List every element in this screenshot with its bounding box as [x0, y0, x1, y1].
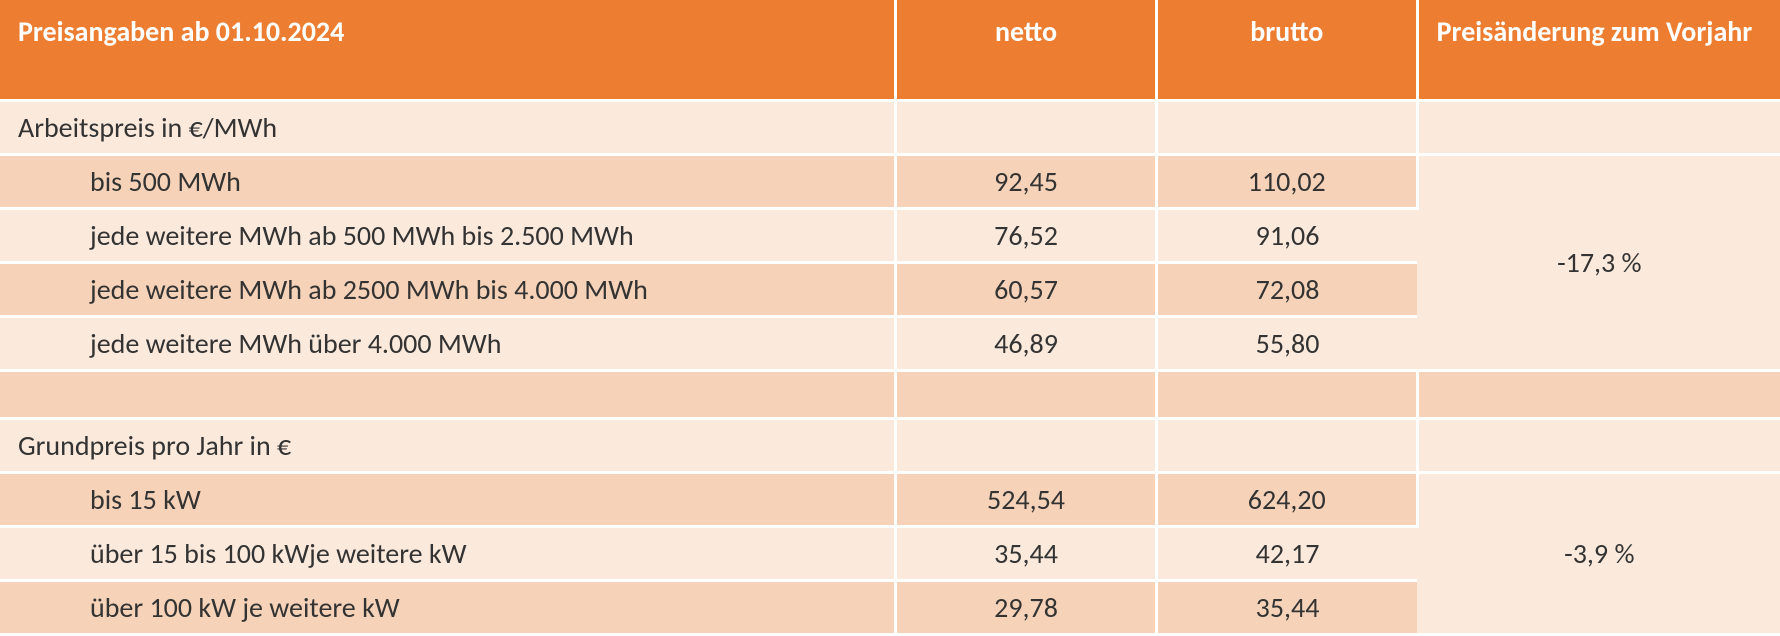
empty-cell — [896, 100, 1157, 154]
empty-cell — [1417, 370, 1780, 418]
header-change: Preisänderung zum Vorjahr — [1417, 0, 1780, 100]
empty-cell — [1417, 418, 1780, 472]
section1-title: Arbeitspreis in €/MWh — [0, 100, 896, 154]
row-label: jede weitere MWh ab 500 MWh bis 2.500 MW… — [0, 208, 896, 262]
section2-title: Grundpreis pro Jahr in € — [0, 418, 896, 472]
table-row: bis 15 kW 524,54 624,20 -3,9 % — [0, 472, 1780, 526]
header-brutto: brutto — [1156, 0, 1417, 100]
row-netto: 29,78 — [896, 580, 1157, 634]
row-brutto: 91,06 — [1156, 208, 1417, 262]
row-brutto: 35,44 — [1156, 580, 1417, 634]
empty-cell — [1156, 100, 1417, 154]
row-netto: 35,44 — [896, 526, 1157, 580]
empty-cell — [896, 418, 1157, 472]
row-label: bis 15 kW — [0, 472, 896, 526]
row-netto: 76,52 — [896, 208, 1157, 262]
row-label: über 100 kW je weitere kW — [0, 580, 896, 634]
row-netto: 524,54 — [896, 472, 1157, 526]
header-desc: Preisangaben ab 01.10.2024 — [0, 0, 896, 100]
row-netto: 46,89 — [896, 316, 1157, 370]
pricing-table: Preisangaben ab 01.10.2024 netto brutto … — [0, 0, 1780, 636]
empty-cell — [0, 370, 896, 418]
row-brutto: 624,20 — [1156, 472, 1417, 526]
spacer-row — [0, 370, 1780, 418]
row-label: jede weitere MWh ab 2500 MWh bis 4.000 M… — [0, 262, 896, 316]
section1-change: -17,3 % — [1417, 154, 1780, 370]
row-brutto: 110,02 — [1156, 154, 1417, 208]
section2-header-row: Grundpreis pro Jahr in € — [0, 418, 1780, 472]
empty-cell — [1156, 418, 1417, 472]
header-row: Preisangaben ab 01.10.2024 netto brutto … — [0, 0, 1780, 100]
empty-cell — [896, 370, 1157, 418]
row-netto: 60,57 — [896, 262, 1157, 316]
row-label: über 15 bis 100 kWje weitere kW — [0, 526, 896, 580]
empty-cell — [1417, 100, 1780, 154]
row-label: jede weitere MWh über 4.000 MWh — [0, 316, 896, 370]
row-netto: 92,45 — [896, 154, 1157, 208]
section1-header-row: Arbeitspreis in €/MWh — [0, 100, 1780, 154]
row-brutto: 42,17 — [1156, 526, 1417, 580]
row-label: bis 500 MWh — [0, 154, 896, 208]
table-row: bis 500 MWh 92,45 110,02 -17,3 % — [0, 154, 1780, 208]
section2-change: -3,9 % — [1417, 472, 1780, 634]
empty-cell — [1156, 370, 1417, 418]
row-brutto: 72,08 — [1156, 262, 1417, 316]
row-brutto: 55,80 — [1156, 316, 1417, 370]
header-netto: netto — [896, 0, 1157, 100]
